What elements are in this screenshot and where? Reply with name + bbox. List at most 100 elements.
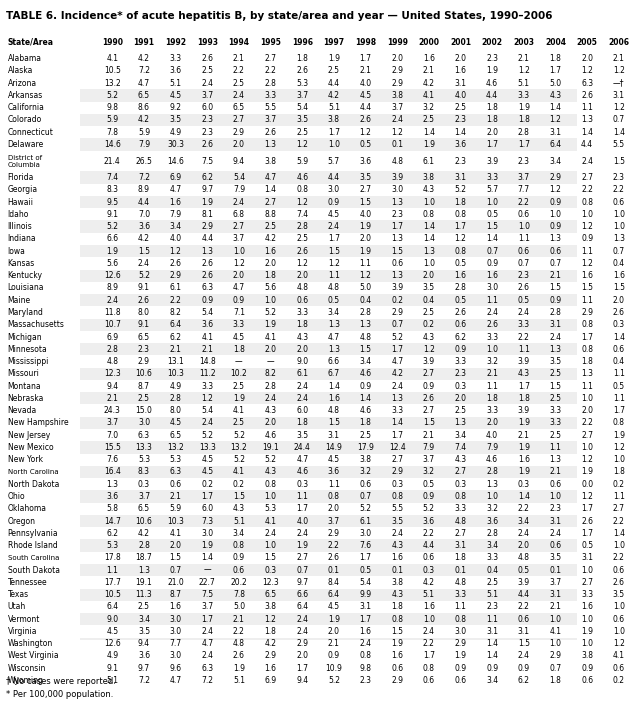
Text: 12.3: 12.3 xyxy=(262,578,279,587)
Text: 7.1: 7.1 xyxy=(233,308,245,317)
Text: 1.3: 1.3 xyxy=(581,370,593,378)
Text: 1.4: 1.4 xyxy=(454,128,467,137)
Text: Arizona: Arizona xyxy=(8,78,37,88)
Text: 1.3: 1.3 xyxy=(138,566,150,574)
Text: 1.8: 1.8 xyxy=(613,467,625,477)
Text: 1.0: 1.0 xyxy=(549,210,562,219)
Text: 1.9: 1.9 xyxy=(233,394,245,403)
Text: 2.5: 2.5 xyxy=(454,104,467,112)
Text: 2.5: 2.5 xyxy=(138,603,150,611)
Text: 3.7: 3.7 xyxy=(201,91,213,100)
Text: Delaware: Delaware xyxy=(8,140,44,149)
Text: 2.2: 2.2 xyxy=(613,554,625,562)
Text: 0.9: 0.9 xyxy=(328,651,340,661)
Text: 0.6: 0.6 xyxy=(613,198,625,206)
Text: 2.3: 2.3 xyxy=(486,603,498,611)
Text: 6.1: 6.1 xyxy=(360,516,372,526)
Text: Wisconsin: Wisconsin xyxy=(8,664,46,673)
Text: 4.5: 4.5 xyxy=(233,332,245,342)
Text: 1.3: 1.3 xyxy=(391,198,403,206)
Text: 0.9: 0.9 xyxy=(360,382,372,390)
Text: 10.2: 10.2 xyxy=(231,370,247,378)
Text: 2.0: 2.0 xyxy=(296,271,308,280)
Text: 2.5: 2.5 xyxy=(549,394,562,403)
Text: 2.0: 2.0 xyxy=(518,541,530,550)
Text: 4.4: 4.4 xyxy=(328,78,340,88)
Text: 10.9: 10.9 xyxy=(326,664,342,673)
Text: 0.9: 0.9 xyxy=(201,296,213,305)
Text: 2.0: 2.0 xyxy=(265,345,276,354)
Text: 5.6: 5.6 xyxy=(265,283,277,293)
Text: 1.9: 1.9 xyxy=(265,320,276,329)
Text: 1.3: 1.3 xyxy=(454,418,467,427)
Text: 2.8: 2.8 xyxy=(360,308,372,317)
Text: 3.3: 3.3 xyxy=(454,504,467,513)
Text: 2.0: 2.0 xyxy=(265,259,276,268)
Text: 2.0: 2.0 xyxy=(360,234,372,243)
Text: 1.1: 1.1 xyxy=(549,443,562,452)
Text: 4.5: 4.5 xyxy=(328,455,340,464)
Text: Nebraska: Nebraska xyxy=(8,394,44,403)
Text: 7.8: 7.8 xyxy=(106,128,119,137)
Text: 0.3: 0.3 xyxy=(423,566,435,574)
Text: 0.6: 0.6 xyxy=(391,259,403,268)
Text: 4.9: 4.9 xyxy=(106,651,119,661)
Text: 1.9: 1.9 xyxy=(296,541,308,550)
Text: 1.1: 1.1 xyxy=(454,603,467,611)
Text: 1.7: 1.7 xyxy=(391,345,403,354)
Text: 2.6: 2.6 xyxy=(201,271,213,280)
Text: 3.6: 3.6 xyxy=(138,651,150,661)
Text: 1.3: 1.3 xyxy=(328,320,340,329)
Text: Mississippi: Mississippi xyxy=(8,357,49,366)
Text: 2.0: 2.0 xyxy=(296,345,308,354)
Text: 2.7: 2.7 xyxy=(581,173,593,182)
Text: 0.5: 0.5 xyxy=(454,296,467,305)
Text: 1.1: 1.1 xyxy=(518,234,529,243)
Text: 4.3: 4.3 xyxy=(391,590,403,599)
Text: 1.3: 1.3 xyxy=(328,345,340,354)
Text: 1990: 1990 xyxy=(102,38,123,47)
Text: 4.1: 4.1 xyxy=(233,467,245,477)
Text: 2.1: 2.1 xyxy=(106,394,118,403)
Text: 3.4: 3.4 xyxy=(170,222,181,231)
Text: Montana: Montana xyxy=(8,382,41,390)
Text: 19.1: 19.1 xyxy=(136,578,153,587)
Text: 3.8: 3.8 xyxy=(265,157,276,165)
Text: California: California xyxy=(8,104,45,112)
Text: 2.1: 2.1 xyxy=(613,54,625,63)
Text: 1.1: 1.1 xyxy=(518,345,529,354)
Text: 0.9: 0.9 xyxy=(549,296,562,305)
Text: 1.3: 1.3 xyxy=(549,455,562,464)
Text: 2.2: 2.2 xyxy=(581,418,593,427)
Text: 0.5: 0.5 xyxy=(581,541,593,550)
Text: 0.9: 0.9 xyxy=(328,198,340,206)
Text: 15.0: 15.0 xyxy=(135,406,153,415)
Text: 1.6: 1.6 xyxy=(454,66,467,75)
Text: 9.4: 9.4 xyxy=(233,157,245,165)
Text: 3.0: 3.0 xyxy=(170,651,181,661)
Text: 2.1: 2.1 xyxy=(201,345,213,354)
Text: 2.9: 2.9 xyxy=(170,271,181,280)
Text: 3.6: 3.6 xyxy=(106,492,119,501)
Text: 2.0: 2.0 xyxy=(328,627,340,636)
Text: 6.4: 6.4 xyxy=(106,603,119,611)
Text: 1.2: 1.2 xyxy=(201,394,213,403)
Text: 24.4: 24.4 xyxy=(294,443,311,452)
Text: 1.8: 1.8 xyxy=(454,198,467,206)
Text: 1.0: 1.0 xyxy=(423,615,435,623)
Text: 2.4: 2.4 xyxy=(518,528,530,538)
Text: 9.1: 9.1 xyxy=(138,320,150,329)
Bar xyxy=(6,417,635,429)
Text: 4.4: 4.4 xyxy=(360,104,372,112)
Text: 0.5: 0.5 xyxy=(360,140,372,149)
Text: 7.5: 7.5 xyxy=(201,590,213,599)
Text: 0.8: 0.8 xyxy=(328,492,340,501)
Bar xyxy=(6,126,635,138)
Text: 3.8: 3.8 xyxy=(265,603,276,611)
Text: 2.3: 2.3 xyxy=(201,116,213,124)
Text: 3.7: 3.7 xyxy=(391,104,403,112)
Text: 1.2: 1.2 xyxy=(170,247,181,256)
Text: 5.6: 5.6 xyxy=(106,259,119,268)
Text: 2.1: 2.1 xyxy=(549,603,562,611)
Text: 4.4: 4.4 xyxy=(581,140,593,149)
